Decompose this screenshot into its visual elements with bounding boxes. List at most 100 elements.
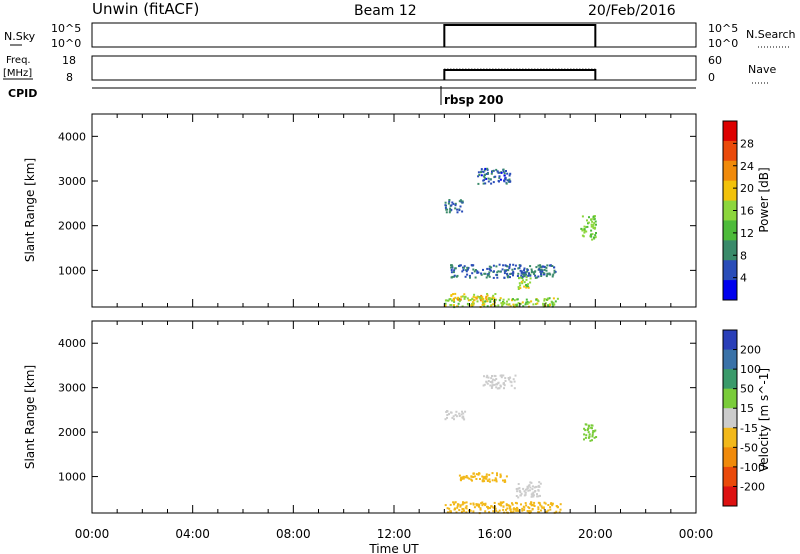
heatmap-cell [503, 387, 505, 389]
heatmap-cell [453, 298, 455, 300]
x-tick-label: 00:00 [75, 527, 110, 541]
heatmap-cell [540, 273, 542, 275]
freq-trace [444, 69, 595, 80]
date-title: 20/Feb/2016 [588, 3, 676, 19]
cpid-label: CPID [8, 87, 37, 100]
heatmap-cell [466, 267, 468, 269]
heatmap-cell [492, 295, 494, 297]
heatmap-cell [445, 418, 447, 420]
heatmap-cell [490, 381, 492, 383]
heatmap-cell [477, 183, 479, 185]
heatmap-cell [549, 304, 551, 306]
heatmap-cell [560, 503, 562, 505]
heatmap-cell [451, 271, 453, 273]
heatmap-cell [493, 181, 495, 183]
heatmap-cell [484, 503, 486, 505]
heatmap-cell [460, 479, 462, 481]
heatmap-cell [457, 211, 459, 213]
heatmap-cell [479, 478, 481, 480]
heatmap-cell [483, 273, 485, 275]
heatmap-cell [483, 179, 485, 181]
heatmap-cell [450, 294, 452, 296]
heatmap-cell [455, 411, 457, 413]
heatmap-cell [535, 277, 537, 279]
heatmap-cell [487, 300, 489, 302]
heatmap-cell [537, 276, 539, 278]
noise-panel-frame [92, 23, 696, 47]
heatmap-cell [450, 204, 452, 206]
heatmap-cell [453, 304, 455, 306]
heatmap-cell [517, 273, 519, 275]
heatmap-cell [500, 179, 502, 181]
heatmap-cell [534, 490, 536, 492]
heatmap-cell [585, 434, 587, 436]
heatmap-cell [488, 380, 490, 382]
heatmap-cell [484, 478, 486, 480]
heatmap-cell [521, 493, 523, 495]
heatmap-cell [466, 501, 468, 503]
y-tick-label: 1000 [58, 264, 86, 277]
heatmap-cell [493, 270, 495, 272]
heatmap-cell [489, 301, 491, 303]
heatmap-cell [490, 183, 492, 185]
heatmap-cell [505, 509, 507, 511]
heatmap-cell [592, 425, 594, 427]
heatmap-cell [502, 268, 504, 270]
heatmap-cell [505, 177, 507, 179]
heatmap-cell [500, 505, 502, 507]
heatmap-cell [450, 511, 452, 513]
heatmap-cell [585, 437, 587, 439]
heatmap-cell [530, 277, 532, 279]
heatmap-cell [510, 508, 512, 510]
heatmap-cell [590, 234, 592, 236]
heatmap-cell [528, 507, 530, 509]
heatmap-cell [552, 274, 554, 276]
heatmap-cell [486, 473, 488, 475]
x-tick-label: 16:00 [477, 527, 512, 541]
heatmap-cell [542, 266, 544, 268]
heatmap-cell [461, 411, 463, 413]
heatmap-cell [505, 270, 507, 272]
heatmap-cell [509, 377, 511, 379]
heatmap-cell [539, 495, 541, 497]
heatmap-cell [450, 504, 452, 506]
colorbar-segment [723, 240, 737, 260]
heatmap-cell [497, 304, 499, 306]
colorbar-segment [723, 350, 737, 370]
heatmap-cell [487, 383, 489, 385]
heatmap-cell [583, 433, 585, 435]
heatmap-cell [471, 272, 473, 274]
heatmap-cell [494, 502, 496, 504]
colorbar-segment [723, 330, 737, 350]
heatmap-cell [447, 410, 449, 412]
heatmap-cell [513, 378, 515, 380]
heatmap-cell [553, 297, 555, 299]
heatmap-cell [486, 375, 488, 377]
heatmap-cell [499, 299, 501, 301]
y-tick-label: 4000 [58, 130, 86, 143]
heatmap-cell [451, 277, 453, 279]
heatmap-cell [493, 384, 495, 386]
heatmap-cell [459, 506, 461, 508]
heatmap-cell [544, 269, 546, 271]
heatmap-cell [557, 506, 559, 508]
heatmap-cell [491, 375, 493, 377]
velocity-xaxis: 00:00 04:00 08:00 12:00 16:00 20:00 00:00 [75, 321, 714, 541]
heatmap-cell [478, 174, 480, 176]
heatmap-cell [594, 437, 596, 439]
heatmap-cell [496, 277, 498, 279]
heatmap-cell [449, 298, 451, 300]
heatmap-cell [519, 285, 521, 287]
power-colorbar-label: Power [dB] [757, 167, 771, 232]
heatmap-cell [523, 275, 525, 277]
heatmap-cell [458, 303, 460, 305]
heatmap-cell [486, 476, 488, 478]
heatmap-cell [474, 475, 476, 477]
heatmap-cell [448, 203, 450, 205]
heatmap-cell [480, 299, 482, 301]
heatmap-cell [476, 473, 478, 475]
heatmap-cell [531, 488, 533, 490]
heatmap-cell [593, 216, 595, 218]
colorbar-tick-label: 24 [740, 160, 754, 173]
heatmap-cell [503, 169, 505, 171]
